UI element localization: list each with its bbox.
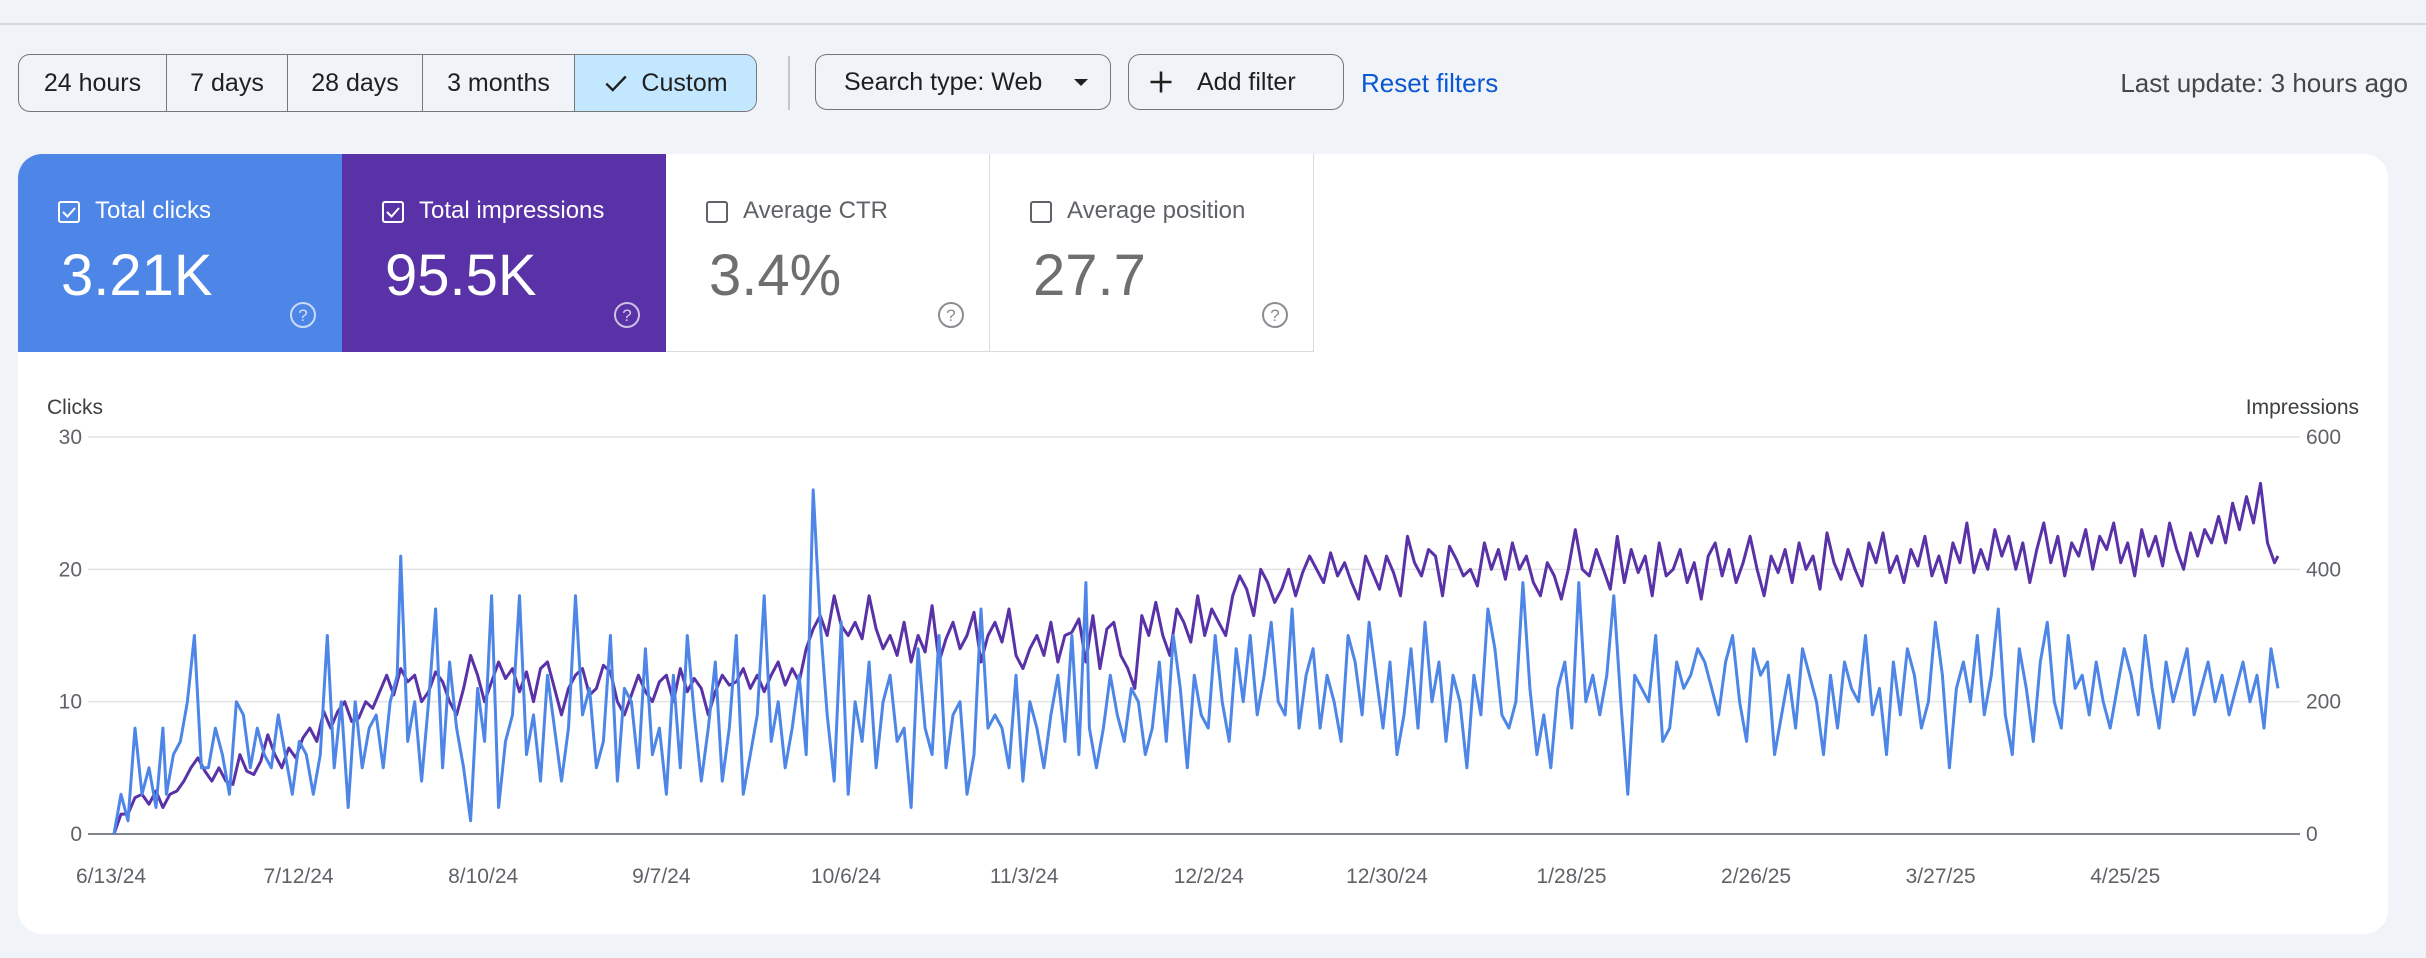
metric-value: 27.7 [1033,243,1146,308]
x-tick-label: 4/25/25 [2090,865,2160,888]
help-icon[interactable]: ? [612,300,642,330]
y-left-tick-label: 0 [70,823,82,846]
svg-text:?: ? [1270,306,1279,325]
y-right-tick-label: 0 [2306,823,2318,846]
y-right-tick-label: 400 [2306,558,2341,581]
x-tick-label: 3/27/25 [1906,865,1976,888]
metric-total-clicks[interactable]: Total clicks 3.21K ? [18,154,342,352]
top-divider [0,23,2426,25]
svg-text:?: ? [298,306,307,325]
metric-value: 3.4% [709,243,842,308]
toolbar: 24 hours 7 days 28 days 3 months Custom … [18,54,2408,112]
last-update-text: Last update: 3 hours ago [2120,68,2408,98]
check-icon [605,75,628,92]
y-left-tick-label: 20 [59,558,82,581]
y-right-ticks: 0 200 400 600 [2306,426,2341,846]
y-right-tick-label: 200 [2306,691,2341,714]
metric-label: Average position [1067,197,1246,224]
metric-value: 3.21K [61,243,213,308]
x-tick-label: 11/3/24 [990,865,1059,888]
range-7-days-label: 7 days [190,68,264,97]
svg-text:?: ? [946,306,955,325]
metric-value: 95.5K [385,243,537,308]
y-left-ticks: 0 10 20 30 [59,426,82,846]
date-range-selector: 24 hours 7 days 28 days 3 months Custom [18,54,757,112]
checkbox-unchecked-icon [1030,201,1052,223]
x-tick-label: 2/26/25 [1721,865,1791,888]
search-type-label: Search type: Web [844,67,1043,96]
y-left-tick-label: 30 [59,426,82,449]
x-axis-ticks: 6/13/24 7/12/24 8/10/24 9/7/24 10/6/24 11/3/2… [76,865,2160,888]
series-line-clicks [112,488,2280,835]
x-tick-label: 9/7/24 [632,865,691,888]
range-28-days-label: 28 days [311,68,399,97]
plus-icon [1150,71,1172,93]
y-left-axis-title: Clicks [47,396,103,419]
add-filter-label: Add filter [1197,67,1296,96]
range-24-hours-label: 24 hours [43,68,142,97]
toolbar-divider [788,56,790,110]
metric-label: Average CTR [743,197,888,224]
series-lines [112,481,2280,835]
y-right-tick-label: 600 [2306,426,2341,449]
x-tick-label: 1/28/25 [1536,865,1606,888]
y-right-axis-title: Impressions [2246,396,2359,419]
help-icon[interactable]: ? [936,300,966,330]
metric-average-ctr[interactable]: Average CTR 3.4% ? [666,154,990,352]
metric-label: Total clicks [95,197,212,224]
x-tick-label: 10/6/24 [811,865,881,888]
help-icon[interactable]: ? [1260,300,1290,330]
range-28-days[interactable]: 28 days [288,55,423,111]
series-line-impressions [112,481,2280,835]
search-type-dropdown[interactable]: Search type: Web [815,54,1111,110]
performance-card: Total clicks 3.21K ? Total impressions 9… [18,154,2388,934]
x-tick-label: 7/12/24 [264,865,334,888]
svg-text:?: ? [622,306,631,325]
range-3-months-label: 3 months [447,68,550,97]
y-left-tick-label: 10 [59,691,82,714]
x-tick-label: 12/30/24 [1346,865,1428,888]
help-icon[interactable]: ? [288,300,318,330]
x-tick-label: 8/10/24 [448,865,518,888]
dropdown-caret-icon [1074,79,1088,86]
checkbox-unchecked-icon [706,201,728,223]
add-filter-button[interactable]: Add filter [1128,54,1344,110]
reset-filters-link[interactable]: Reset filters [1361,68,1499,98]
range-3-months[interactable]: 3 months [423,55,575,111]
metric-total-impressions[interactable]: Total impressions 95.5K ? [342,154,666,352]
range-custom[interactable]: Custom [575,55,756,111]
performance-chart: Clicks Impressions 0 10 20 30 0 200 400 600 6/… [47,396,2359,888]
metric-average-position[interactable]: Average position 27.7 ? [990,154,1314,352]
x-tick-label: 12/2/24 [1174,865,1244,888]
x-tick-label: 6/13/24 [76,865,146,888]
checkbox-checked-icon [58,201,80,223]
metric-label: Total impressions [419,197,605,224]
range-24-hours[interactable]: 24 hours [19,55,167,111]
range-custom-label: Custom [641,68,728,97]
checkbox-checked-icon [382,201,404,223]
range-7-days[interactable]: 7 days [167,55,288,111]
